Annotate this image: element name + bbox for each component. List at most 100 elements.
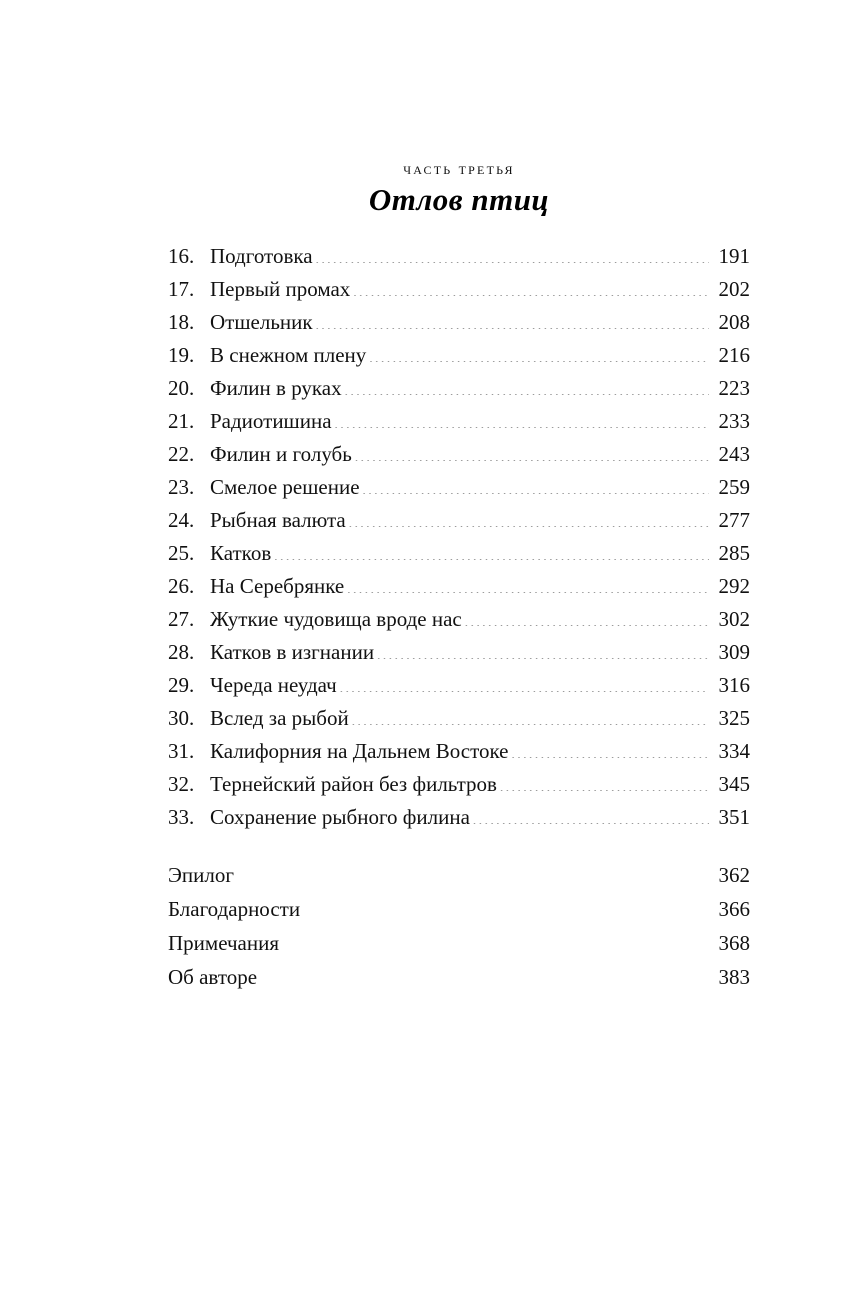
chapter-number: 16. — [168, 243, 195, 268]
chapter-page-number: 277 — [718, 507, 751, 532]
chapter-title: Череда неудач — [210, 672, 337, 697]
toc-entry[interactable]: 22. Филин и голубь 243 — [168, 438, 750, 471]
dot-leader — [368, 341, 709, 362]
toc-entry[interactable]: 30. Вслед за рыбой 325 — [168, 702, 750, 735]
toc-entry[interactable]: 28. Катков в изгнании 309 — [168, 636, 750, 669]
chapter-title: Радиотишина — [210, 408, 332, 433]
chapter-page-number: 223 — [718, 375, 751, 400]
dot-leader — [281, 929, 709, 950]
toc-entry[interactable]: Благодарности 366 — [168, 892, 750, 926]
dot-leader — [354, 440, 709, 461]
chapter-title: Филин в руках — [210, 375, 342, 400]
toc-entry[interactable]: Эпилог 362 — [168, 858, 750, 892]
chapter-number: 24. — [168, 507, 195, 532]
chapter-title: Первый промах — [210, 276, 351, 301]
chapter-page-number: 208 — [718, 309, 751, 334]
toc-entry[interactable]: 24. Рыбная валюта 277 — [168, 504, 750, 537]
chapter-page-number: 325 — [718, 705, 751, 730]
chapter-number: 19. — [168, 342, 195, 367]
chapter-number: 21. — [168, 408, 195, 433]
chapter-title: Сохранение рыбного филина — [210, 804, 470, 829]
toc-entry[interactable]: 27. Жуткие чудовища вроде нас 302 — [168, 603, 750, 636]
dot-leader — [259, 963, 709, 984]
dot-leader — [236, 861, 709, 882]
chapter-page-number: 292 — [718, 573, 751, 598]
chapter-number: 30. — [168, 705, 195, 730]
chapter-number: 27. — [168, 606, 195, 631]
part-title: Отлов птиц — [368, 182, 550, 218]
chapter-number: 32. — [168, 771, 195, 796]
toc-entry[interactable]: 17. Первый промах 202 — [168, 273, 750, 306]
chapter-title: Смелое решение — [210, 474, 360, 499]
dot-leader — [339, 671, 709, 692]
backmatter-entry-title: Благодарности — [168, 896, 301, 921]
chapter-number: 22. — [168, 441, 195, 466]
chapter-page-number: 233 — [718, 408, 751, 433]
toc-entry[interactable]: 26. На Серебрянке 292 — [168, 570, 750, 603]
chapter-page-number: 202 — [718, 276, 751, 301]
toc-entry[interactable]: 32. Тернейский район без фильтров 345 — [168, 768, 750, 801]
chapter-page-number: 309 — [718, 639, 751, 664]
backmatter-entry-title: Эпилог — [168, 862, 234, 887]
toc-entry[interactable]: 23. Смелое решение 259 — [168, 471, 750, 504]
toc-entry[interactable]: 19. В снежном плену 216 — [168, 339, 750, 372]
dot-leader — [499, 770, 709, 791]
chapter-number: 18. — [168, 309, 195, 334]
chapter-title: Калифорния на Дальнем Востоке — [210, 738, 509, 763]
toc-entry[interactable]: 16. Подготовка 191 — [168, 240, 750, 273]
dot-leader — [334, 407, 709, 428]
toc-entry[interactable]: 33. Сохранение рыбного филина 351 — [168, 801, 750, 834]
part-label: Часть третья — [403, 159, 515, 178]
chapter-page-number: 316 — [718, 672, 751, 697]
dot-leader — [273, 539, 709, 560]
chapter-number: 31. — [168, 738, 195, 763]
chapter-title: Отшельник — [210, 309, 313, 334]
dot-leader — [362, 473, 709, 494]
chapter-number: 25. — [168, 540, 195, 565]
backmatter-entry-page-number: 383 — [718, 964, 751, 989]
chapter-page-number: 302 — [718, 606, 751, 631]
dot-leader — [472, 803, 709, 824]
chapter-title: Филин и голубь — [210, 441, 352, 466]
toc-entry[interactable]: 29. Череда неудач 316 — [168, 669, 750, 702]
chapter-number: 33. — [168, 804, 195, 829]
dot-leader — [344, 374, 709, 395]
backmatter-entry-page-number: 368 — [718, 930, 751, 955]
dot-leader — [315, 242, 709, 263]
toc-entry[interactable]: Примечания 368 — [168, 926, 750, 960]
chapter-number: 23. — [168, 474, 195, 499]
chapter-number: 28. — [168, 639, 195, 664]
chapter-page-number: 285 — [718, 540, 751, 565]
chapter-title: Вслед за рыбой — [210, 705, 349, 730]
chapter-number: 29. — [168, 672, 195, 697]
toc-chapter-list: 16. Подготовка 191 17. Первый промах 202 18. От… — [168, 240, 750, 834]
chapter-page-number: 243 — [718, 441, 751, 466]
chapter-title: В снежном плену — [210, 342, 367, 367]
part-heading: Часть третья Отлов птиц — [168, 159, 750, 218]
chapter-title: Катков в изгнании — [210, 639, 375, 664]
chapter-title: Катков — [210, 540, 272, 565]
dot-leader — [511, 737, 710, 758]
toc-entry[interactable]: 18. Отшельник 208 — [168, 306, 750, 339]
dot-leader — [302, 895, 709, 916]
toc-entry[interactable]: 21. Радиотишина 233 — [168, 405, 750, 438]
toc-entry[interactable]: Об авторе 383 — [168, 960, 750, 994]
dot-leader — [352, 275, 709, 296]
toc-entry[interactable]: 31. Калифорния на Дальнем Востоке 334 — [168, 735, 750, 768]
backmatter-entry-title: Примечания — [168, 930, 280, 955]
chapter-number: 26. — [168, 573, 195, 598]
toc-entry[interactable]: 25. Катков 285 — [168, 537, 750, 570]
chapter-title: Подготовка — [210, 243, 313, 268]
dot-leader — [351, 704, 709, 725]
dot-leader — [464, 605, 709, 626]
chapter-title: Тернейский район без фильтров — [210, 771, 497, 796]
chapter-page-number: 216 — [718, 342, 751, 367]
chapter-page-number: 334 — [718, 738, 751, 763]
chapter-number: 17. — [168, 276, 195, 301]
chapter-page-number: 345 — [718, 771, 751, 796]
dot-leader — [348, 506, 709, 527]
toc-entry[interactable]: 20. Филин в руках 223 — [168, 372, 750, 405]
dot-leader — [315, 308, 709, 329]
backmatter-entry-title: Об авторе — [168, 964, 258, 989]
